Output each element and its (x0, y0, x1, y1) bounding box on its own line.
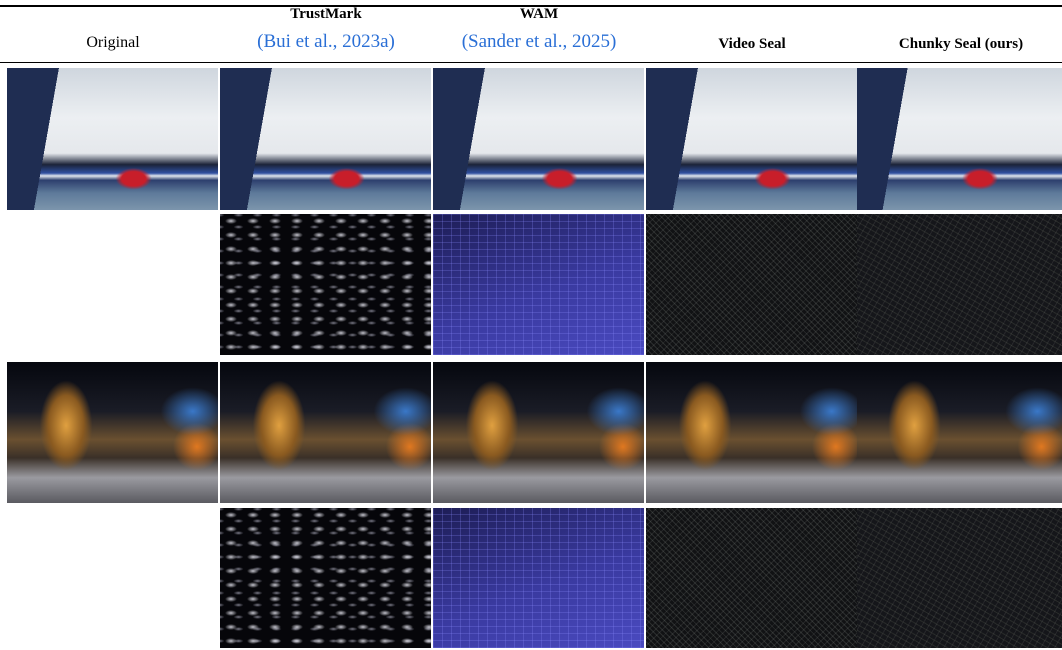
difference-image (220, 508, 431, 648)
image-thumbnail (646, 68, 857, 210)
difference-image (857, 214, 1062, 355)
citation[interactable]: (Sander et al., 2025) (433, 31, 645, 53)
difference-image (646, 214, 857, 355)
difference-image (433, 508, 644, 648)
difference-image (857, 508, 1062, 648)
image-thumbnail (7, 68, 218, 210)
column-title: TrustMark (220, 6, 432, 23)
column-title: Chunky Seal (ours) (855, 36, 1062, 53)
image-thumbnail (220, 362, 431, 503)
image-thumbnail (220, 68, 431, 210)
paper-figure: Original TrustMark (Bui et al., 2023a) W… (0, 0, 1062, 650)
image-thumbnail (433, 362, 644, 503)
column-title: Video Seal (646, 36, 858, 53)
image-thumbnail (857, 68, 1062, 210)
difference-image (433, 214, 644, 355)
difference-image (646, 508, 857, 648)
image-thumbnail (433, 68, 644, 210)
column-title: Original (7, 34, 219, 52)
image-thumbnail (7, 362, 218, 503)
difference-image (220, 214, 431, 355)
image-thumbnail (857, 362, 1062, 503)
image-thumbnail (646, 362, 857, 503)
column-title: WAM (433, 6, 645, 23)
citation[interactable]: (Bui et al., 2023a) (220, 31, 432, 53)
header-rule (0, 62, 1062, 63)
